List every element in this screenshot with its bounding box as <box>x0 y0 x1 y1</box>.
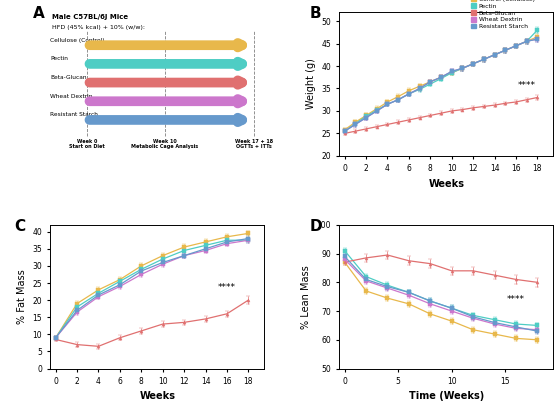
Text: Week 0
Start on Diet: Week 0 Start on Diet <box>69 139 105 149</box>
Text: HFD (45% kcal) + 10% (w/w):: HFD (45% kcal) + 10% (w/w): <box>53 25 145 30</box>
Text: Week 17 + 18
OGTTs + ITTs: Week 17 + 18 OGTTs + ITTs <box>235 139 273 149</box>
Text: Cellulose (Control): Cellulose (Control) <box>50 38 105 43</box>
Text: Resistant Starch: Resistant Starch <box>50 113 98 117</box>
Text: Wheat Dextrin: Wheat Dextrin <box>50 94 93 99</box>
Text: ****: **** <box>518 81 536 90</box>
X-axis label: Weeks: Weeks <box>428 179 465 189</box>
Text: ****: **** <box>218 283 236 292</box>
Legend: Control (Cellulose), Pectin, Beta-Glucan, Wheat Dextrin, Resistant Starch: Control (Cellulose), Pectin, Beta-Glucan… <box>471 0 534 29</box>
Text: D: D <box>309 219 322 234</box>
Text: B: B <box>309 6 321 21</box>
Text: Male C57BL/6J Mice: Male C57BL/6J Mice <box>53 14 129 19</box>
Text: C: C <box>14 219 25 234</box>
Text: Pectin: Pectin <box>50 56 68 61</box>
Y-axis label: % Lean Mass: % Lean Mass <box>301 265 311 328</box>
Y-axis label: Weight (g): Weight (g) <box>306 59 316 109</box>
Text: Week 10
Metabolic Cage Analysis: Week 10 Metabolic Cage Analysis <box>131 139 198 149</box>
Text: ****: **** <box>507 295 525 305</box>
X-axis label: Weeks: Weeks <box>139 392 176 401</box>
Y-axis label: % Fat Mass: % Fat Mass <box>17 269 27 324</box>
X-axis label: Time (Weeks): Time (Weeks) <box>409 392 484 401</box>
Text: A: A <box>33 6 45 21</box>
Text: Beta-Glucan: Beta-Glucan <box>50 75 87 80</box>
